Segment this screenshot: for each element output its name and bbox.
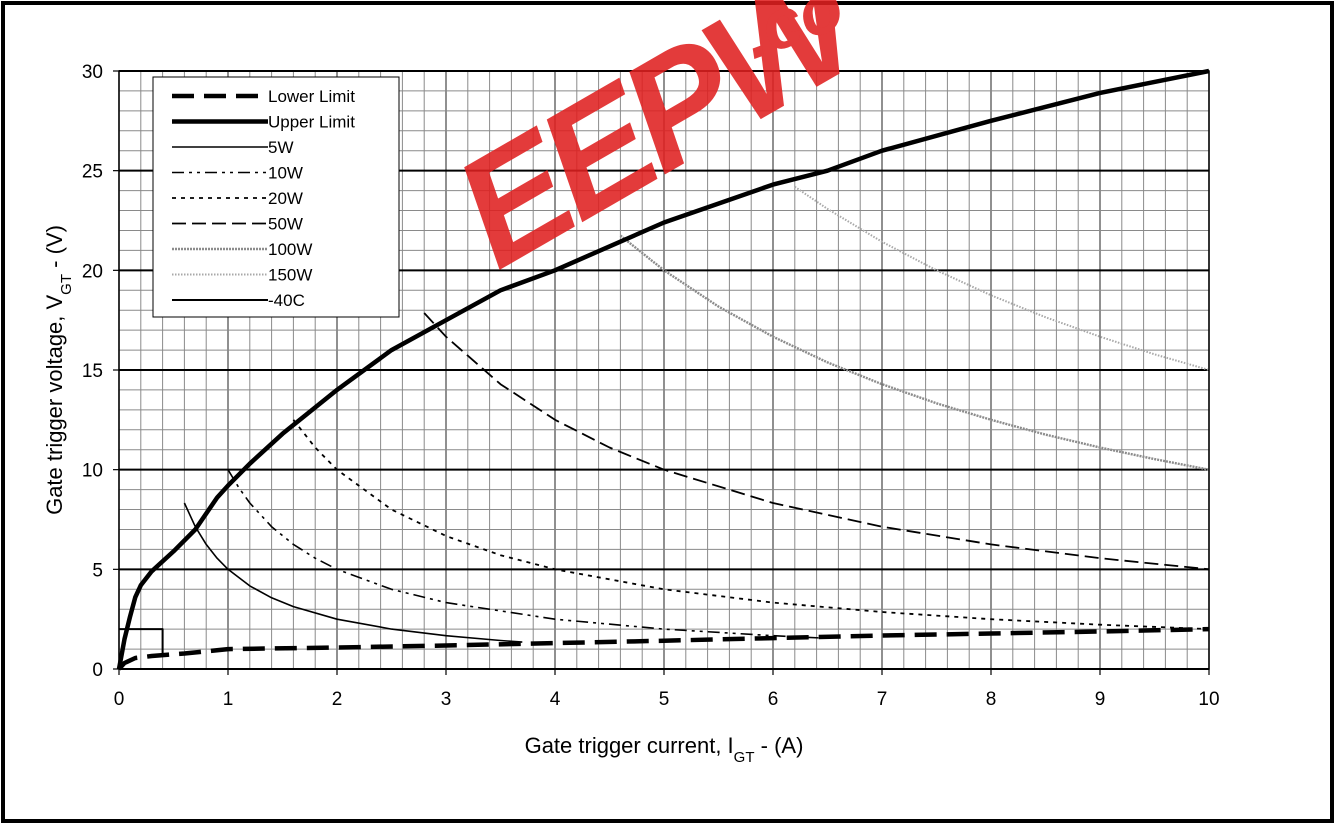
y-tick-label: 15: [82, 361, 103, 382]
x-tick-label: 2: [332, 689, 343, 710]
legend-label: 100W: [268, 240, 312, 259]
watermark-logo: EEPW .co: [427, 0, 898, 300]
legend-label: -40C: [268, 291, 305, 310]
legend-label: 5W: [268, 138, 294, 157]
series-lower-limit-line: [117, 626, 1210, 671]
legend-label: Upper Limit: [268, 113, 355, 132]
legend-label: 20W: [268, 189, 303, 208]
tick-labels: 0 1 2 3 4 5 6 7 8 9 10 0 5 10 15 20 25 30: [82, 62, 1220, 710]
x-tick-label: 7: [877, 689, 888, 710]
x-tick-label: 10: [1198, 689, 1219, 710]
series-150w-line: [794, 185, 1210, 371]
x-tick-label: 1: [223, 689, 234, 710]
legend-label: 10W: [268, 164, 303, 183]
y-axis-title: Gate trigger voltage, VGT - (V): [42, 225, 75, 515]
series-100w-line: [619, 234, 1210, 471]
x-tick-label: 6: [768, 689, 779, 710]
x-tick-label: 0: [114, 689, 125, 710]
x-tick-label: 4: [550, 689, 561, 710]
y-tick-label: 25: [82, 162, 103, 183]
x-axis-title: Gate trigger current, IGT - (A): [525, 733, 804, 766]
y-tick-label: 20: [82, 261, 103, 282]
legend: Lower Limit Upper Limit 5W 10W 20W 50W 100W 150…: [152, 76, 400, 318]
x-tick-label: 8: [986, 689, 997, 710]
y-tick-label: 30: [82, 62, 103, 83]
y-tick-label: 10: [82, 461, 103, 482]
legend-label: 50W: [268, 215, 303, 234]
legend-box: [152, 76, 400, 318]
y-tick-label: 0: [92, 660, 103, 681]
series-layer: [116, 68, 1210, 671]
series--40c-line: [119, 628, 164, 655]
series-5w-line: [183, 502, 523, 643]
series-50w-line: [423, 312, 1210, 571]
legend-label: 150W: [268, 266, 312, 285]
x-tick-label: 3: [441, 689, 452, 710]
x-tick-label: 9: [1095, 689, 1106, 710]
series-upper-limit-line: [116, 68, 1210, 670]
legend-label: Lower Limit: [268, 87, 355, 106]
y-tick-label: 5: [92, 560, 103, 581]
axes: [113, 70, 1210, 675]
x-tick-label: 5: [659, 689, 670, 710]
series-10w-line: [227, 469, 828, 640]
series-20w-line: [292, 419, 1210, 630]
